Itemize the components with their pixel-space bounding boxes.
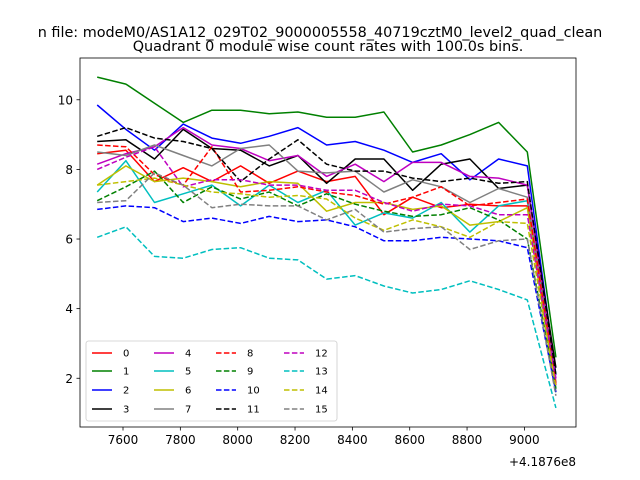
legend-label-8: 8 — [247, 349, 253, 360]
series-line-11 — [96, 126, 557, 375]
series-line-15 — [97, 172, 557, 396]
series-line-6 — [96, 165, 557, 393]
y-tick-label: 2 — [65, 372, 73, 386]
figure-suptitle: n file: modeM0/AS1A12_029T02_9000005558_… — [38, 25, 603, 41]
legend-box — [85, 340, 338, 422]
x-tick-label: 8600 — [394, 433, 425, 447]
series-line-0 — [97, 149, 557, 386]
legend-label-13: 13 — [315, 367, 328, 378]
series-line-13 — [96, 226, 557, 409]
legend-label-12: 12 — [315, 349, 328, 360]
legend-label-6: 6 — [185, 386, 191, 397]
legend-label-11: 11 — [247, 405, 260, 416]
x-tick-label: 9000 — [509, 433, 540, 447]
legend-label-1: 1 — [123, 367, 129, 378]
series-line-2 — [96, 104, 557, 375]
x-tick-label: 8200 — [280, 433, 311, 447]
legend-label-7: 7 — [185, 405, 191, 416]
series-line-4 — [96, 126, 557, 379]
x-tick-label: 7600 — [108, 433, 139, 447]
legend-label-0: 0 — [123, 349, 129, 360]
legend-label-3: 3 — [123, 405, 129, 416]
legend-label-10: 10 — [247, 386, 260, 397]
x-tick-label: 8000 — [222, 433, 253, 447]
legend-label-14: 14 — [315, 386, 328, 397]
x-tick-label: 8800 — [452, 433, 483, 447]
x-tick-label: 7800 — [165, 433, 196, 447]
chart-title: Quadrant 0 module wise count rates with … — [133, 39, 524, 55]
x-tick-label: 8400 — [337, 433, 368, 447]
series-line-10 — [97, 205, 557, 393]
y-tick-label: 4 — [65, 302, 73, 316]
legend-label-4: 4 — [185, 349, 191, 360]
series-line-12 — [96, 146, 557, 382]
axes-frame — [79, 57, 577, 428]
series-line-9 — [96, 170, 557, 389]
legend-label-2: 2 — [123, 386, 129, 397]
x-offset-label: +4.1876e8 — [509, 455, 576, 469]
series-line-7 — [97, 144, 557, 382]
legend-label-15: 15 — [315, 405, 328, 416]
legend-label-9: 9 — [247, 367, 253, 378]
y-tick-label: 6 — [65, 233, 73, 247]
x-axis: 7600 7800 8000 8200 8400 8600 8800 9000 — [108, 427, 540, 447]
series-line-1 — [97, 76, 557, 358]
y-tick-label: 8 — [65, 163, 73, 177]
series-line-14 — [97, 177, 557, 388]
legend-label-5: 5 — [185, 367, 191, 378]
plot-lines — [96, 76, 557, 409]
y-axis: 2 4 6 8 10 — [58, 93, 80, 386]
axes-box — [79, 57, 577, 428]
y-tick-label: 10 — [58, 93, 73, 107]
series-line-3 — [97, 128, 557, 368]
